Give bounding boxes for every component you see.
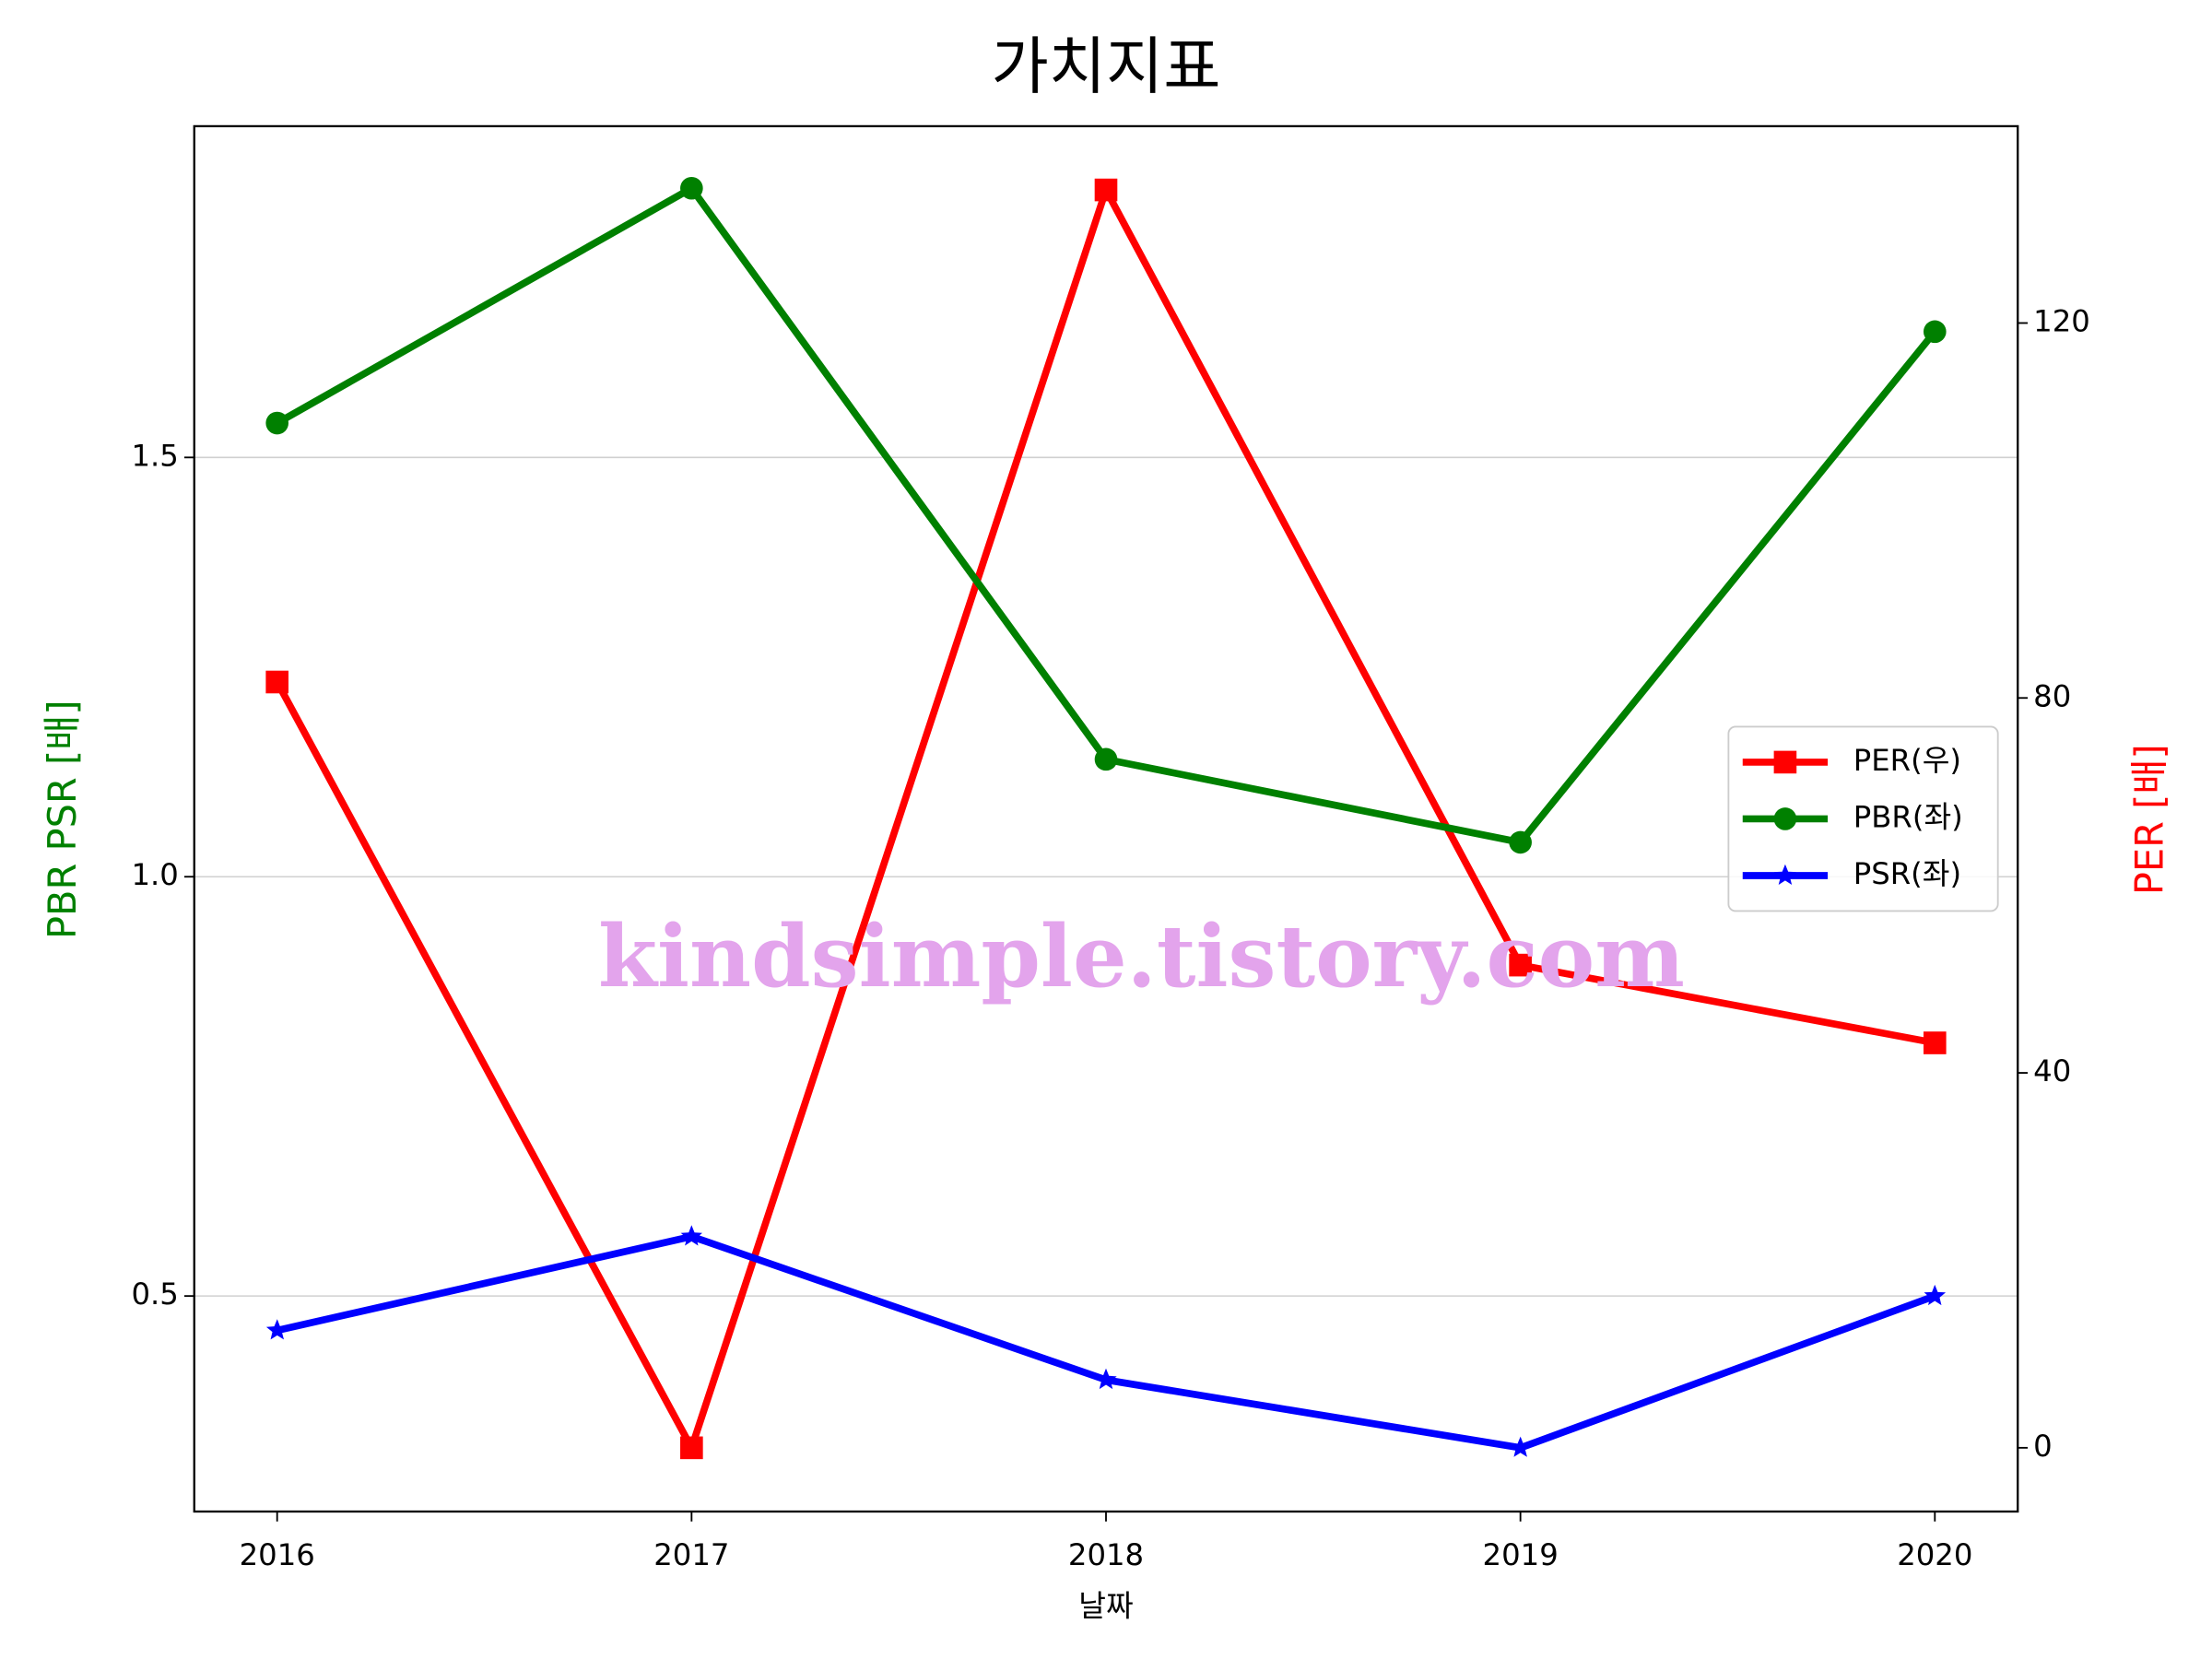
x-tick-label: 2016 xyxy=(240,1537,315,1572)
legend-marker xyxy=(1773,807,1797,830)
y-tick-label: 1.0 xyxy=(131,857,178,892)
marker xyxy=(1509,1436,1532,1457)
y2-tick-label: 0 xyxy=(2033,1429,2053,1464)
watermark: kindsimple.tistory.com xyxy=(598,906,1685,1006)
marker xyxy=(265,670,289,694)
legend: PER(우) PBR(좌) PSR(좌) xyxy=(1727,725,1999,912)
legend-label: PBR(좌) xyxy=(1853,799,1963,834)
x-tick-label: 2020 xyxy=(1897,1537,1972,1572)
marker xyxy=(1095,1368,1117,1390)
y2-tick-label: 80 xyxy=(2033,678,2071,713)
y2-tick-label: 40 xyxy=(2033,1053,2071,1088)
marker xyxy=(1094,178,1118,202)
y2-axis-label: PER [배] xyxy=(2126,744,2171,895)
marker xyxy=(1509,953,1532,977)
marker xyxy=(1923,320,1947,344)
y2-tick-label: 120 xyxy=(2033,303,2090,338)
chart-title: 가치지표 xyxy=(991,29,1220,102)
marker xyxy=(1094,747,1118,771)
legend-label: PER(우) xyxy=(1853,743,1961,778)
y-tick-label: 0.5 xyxy=(131,1277,178,1312)
x-axis-label: 날짜 xyxy=(1078,1589,1133,1624)
marker xyxy=(265,411,289,435)
marker xyxy=(1509,830,1532,854)
marker xyxy=(265,1319,288,1340)
marker xyxy=(1923,1031,1947,1054)
y-tick-label: 1.5 xyxy=(131,438,178,473)
marker xyxy=(680,1225,702,1246)
marker xyxy=(680,1436,703,1460)
legend-marker xyxy=(1773,750,1797,774)
marker xyxy=(1924,1284,1947,1306)
x-tick-label: 2017 xyxy=(653,1537,729,1572)
x-tick-label: 2019 xyxy=(1483,1537,1559,1572)
y-axis-label: PBR PSR [배] xyxy=(40,700,85,939)
legend-marker xyxy=(1774,864,1796,885)
marker xyxy=(680,176,703,200)
x-tick-label: 2018 xyxy=(1068,1537,1144,1572)
legend-label: PSR(좌) xyxy=(1853,856,1961,891)
axes-frame xyxy=(193,124,2019,1513)
